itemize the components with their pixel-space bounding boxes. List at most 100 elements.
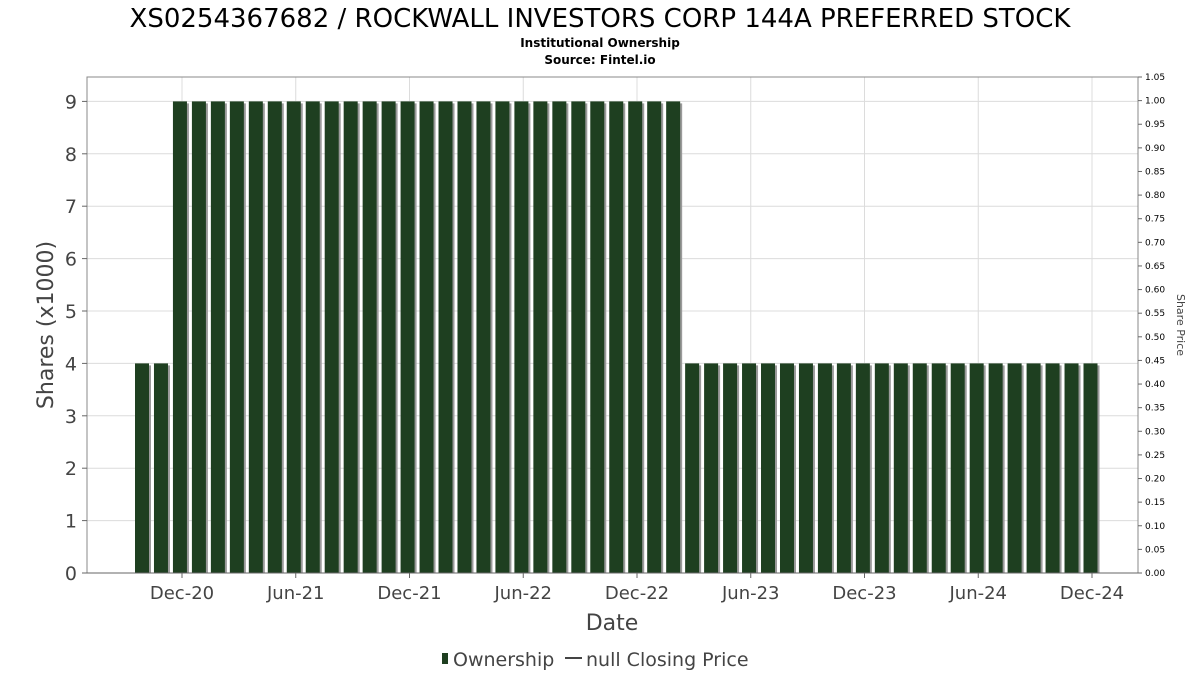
ownership-bar [874,363,889,573]
ownership-bar [381,101,396,574]
ownership-bar [742,363,757,573]
x-axis-label: Date [586,611,639,636]
ownership-bar [912,363,927,573]
ownership-bar [628,101,643,574]
y-tick-label: 4 [65,353,77,375]
y2-tick-label: 0.70 [1145,238,1165,248]
ownership-bar [1007,363,1022,573]
ownership-bar [172,101,187,574]
ownership-bar [893,363,908,573]
ownership-bar [229,101,244,574]
ownership-bar [286,101,301,574]
y2-tick-label: 1.05 [1145,73,1165,83]
y-axis-ticks: 0 1 2 3 4 5 6 7 8 9 [65,91,87,585]
ownership-bar [571,101,586,574]
chart-source: Source: Fintel.io [544,53,655,67]
ownership-bar [153,363,168,573]
ownership-bar [400,101,415,574]
legend-price-label: null Closing Price [586,649,749,671]
x-tick-label: Dec-21 [377,583,441,604]
ownership-bar [836,363,851,573]
ownership-bar [1045,363,1060,573]
ownership-bar [324,101,339,574]
ownership-bar [779,363,794,573]
y2-tick-label: 0.85 [1145,167,1165,177]
y-tick-label: 5 [65,301,77,323]
ownership-bar [191,101,206,574]
y2-tick-label: 0.50 [1145,333,1165,343]
ownership-bar [950,363,965,573]
y-tick-label: 9 [65,91,77,113]
ownership-bar [609,101,624,574]
ownership-bar [476,101,491,574]
y2-axis-ticks: 0.00 0.05 0.10 0.15 0.20 0.25 0.30 0.35 0.40 0.45… [1138,73,1165,579]
ownership-bar [495,101,510,574]
ownership-bar [552,101,567,574]
ownership-bars [135,101,1100,574]
ownership-bar [135,363,149,573]
ownership-bar [666,101,681,574]
y2-tick-label: 0.30 [1145,427,1165,437]
ownership-bar [267,101,282,574]
legend: Ownership null Closing Price [442,649,749,671]
y2-tick-label: 1.00 [1145,97,1165,107]
y-tick-label: 2 [65,458,77,480]
legend-ownership-label: Ownership [453,649,554,671]
y-tick-label: 8 [65,144,77,166]
ownership-bar [988,363,1003,573]
y2-tick-label: 0.90 [1145,144,1165,154]
x-tick-label: Dec-23 [832,583,896,604]
ownership-bar [1026,363,1041,573]
ownership-bar [305,101,320,574]
x-axis-ticks: Dec-20 Jun-21 Dec-21 Jun-22 Dec-22 Jun-23 Dec-… [150,573,1124,604]
ownership-bar [723,363,738,573]
ownership-bar [362,101,377,574]
ownership-bar [343,101,358,574]
y-tick-label: 7 [65,196,77,218]
x-tick-label: Jun-24 [948,583,1007,604]
ownership-bar [438,101,453,574]
ownership-bar [817,363,832,573]
y2-tick-label: 0.40 [1145,380,1165,390]
y2-tick-label: 0.25 [1145,451,1165,461]
y-tick-label: 3 [65,406,77,428]
y-tick-label: 0 [65,563,77,585]
ownership-bar [533,101,548,574]
ownership-bar [590,101,605,574]
x-tick-label: Dec-24 [1060,583,1124,604]
y2-tick-label: 0.10 [1145,522,1165,532]
ownership-bar [798,363,813,573]
ownership-bar [248,101,263,574]
legend-ownership-swatch [442,653,448,664]
ownership-bar [210,101,225,574]
y2-tick-label: 0.60 [1145,286,1165,296]
y-tick-label: 1 [65,511,77,533]
y2-tick-label: 0.00 [1145,569,1165,579]
x-tick-label: Dec-22 [605,583,669,604]
ownership-bar [931,363,946,573]
y2-tick-label: 0.15 [1145,498,1165,508]
x-tick-label: Dec-20 [150,583,214,604]
y2-tick-label: 0.05 [1145,545,1165,555]
ownership-bar [969,363,984,573]
ownership-bar [514,101,529,574]
y-axis-label: Shares (x1000) [34,241,59,409]
ownership-bar [685,363,700,573]
y2-tick-label: 0.65 [1145,262,1165,272]
ownership-bar [419,101,434,574]
ownership-bar [761,363,776,573]
y2-tick-label: 0.55 [1145,309,1165,319]
ownership-bar [647,101,662,574]
y2-tick-label: 0.45 [1145,356,1165,366]
ownership-bar [1064,363,1079,573]
x-tick-label: Jun-23 [721,583,780,604]
y2-tick-label: 0.80 [1145,191,1165,201]
x-tick-label: Jun-22 [493,583,552,604]
y2-tick-label: 0.35 [1145,404,1165,414]
x-tick-label: Jun-21 [266,583,325,604]
y2-tick-label: 0.20 [1145,475,1165,485]
chart-title: XS0254367682 / ROCKWALL INVESTORS CORP 1… [130,4,1072,34]
y2-tick-label: 0.75 [1145,215,1165,225]
y2-axis-label: Share Price [1174,294,1187,356]
